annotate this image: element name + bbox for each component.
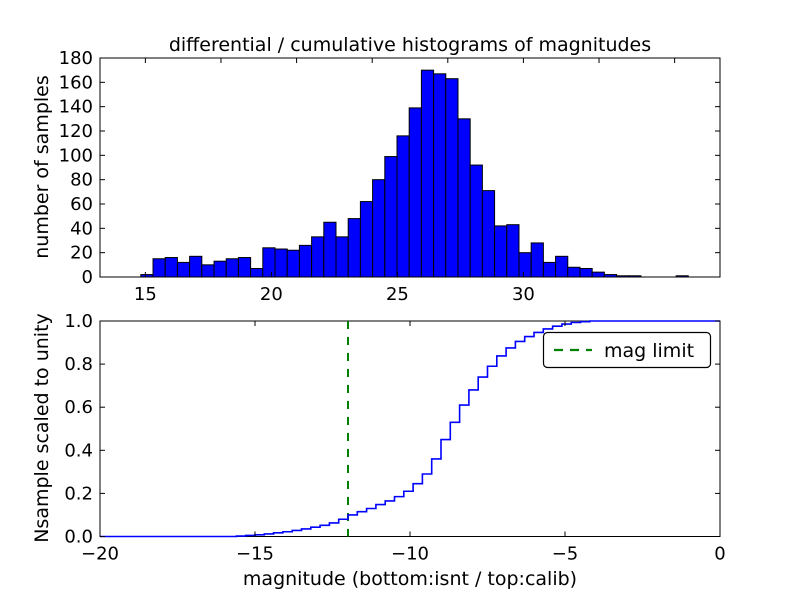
y-tick-label: 140	[59, 97, 93, 118]
y-tick-label: 160	[59, 72, 93, 93]
y-tick-label: 0	[82, 267, 93, 288]
histogram-bar	[189, 255, 203, 278]
x-axis-label: magnitude (bottom:isnt / top:calib)	[243, 568, 577, 590]
histogram-bar	[311, 236, 325, 278]
histogram-bar	[225, 258, 239, 278]
plot-title: differential / cumulative histograms of …	[169, 34, 651, 56]
histogram-bar	[237, 257, 252, 278]
y-tick-label: 100	[59, 145, 93, 166]
histogram-bar	[164, 257, 178, 278]
histogram-bar	[555, 255, 569, 278]
x-tick-label: 20	[260, 284, 283, 305]
histogram-bar	[359, 201, 374, 278]
histogram-bar	[250, 267, 264, 278]
y-tick-label: 0.4	[64, 440, 93, 461]
histogram-bar	[567, 266, 581, 278]
histogram-bar	[347, 218, 361, 278]
histogram-bar	[213, 260, 227, 278]
histogram-bar	[579, 267, 593, 278]
histogram-bar	[323, 221, 337, 278]
x-tick-label: 0	[714, 544, 725, 565]
histogram-bar	[408, 107, 422, 278]
histogram-bar	[286, 249, 300, 278]
axes-frame	[99, 57, 721, 278]
histogram-bar	[433, 73, 447, 278]
legend-label: mag limit	[604, 340, 694, 362]
histogram-bar	[262, 247, 276, 278]
histogram-bar	[542, 261, 557, 278]
bottom-cdf-plot: −20 −15 −10 −5 0 0.0 0.2 0.4 0.6 0.8 1.0	[64, 311, 725, 565]
histogram-bar	[518, 252, 532, 278]
histogram-bar	[445, 78, 459, 278]
histogram-bar	[335, 236, 349, 278]
histogram-bar	[298, 244, 313, 278]
y-tick-label: 0.0	[64, 527, 93, 548]
y-tick-label: 180	[59, 48, 93, 69]
top-histogram-plot: 15 20 25 30 0 20 40 60 80 100 120 140 160 180	[59, 48, 721, 305]
histogram-bar	[591, 271, 605, 278]
histogram-bar	[274, 248, 288, 278]
histogram-bar	[396, 135, 410, 278]
legend-box	[542, 331, 712, 369]
y-tick-label: 120	[59, 121, 93, 142]
x-tick-label: 25	[386, 284, 409, 305]
y-tick-label: 40	[70, 218, 93, 239]
histogram-bar	[201, 264, 215, 278]
top-y-axis-label: number of samples	[31, 75, 53, 259]
histogram-bar	[176, 261, 191, 278]
x-tick-label: −15	[236, 544, 274, 565]
cdf-curve	[100, 320, 720, 538]
y-tick-label: 0.6	[64, 397, 93, 418]
x-tick-label: −10	[391, 544, 429, 565]
histogram-bar	[469, 164, 483, 278]
histogram-bar	[372, 179, 386, 278]
legend: mag limit	[542, 331, 712, 369]
y-tick-label: 1.0	[64, 311, 93, 332]
x-tick-label: 30	[512, 284, 535, 305]
x-tick-label: −20	[81, 544, 119, 565]
y-tick-label: 20	[70, 243, 93, 264]
histogram-bar	[152, 258, 166, 278]
x-tick-label: 15	[134, 284, 157, 305]
histogram-bar	[457, 118, 471, 278]
histogram-bar	[420, 69, 435, 278]
y-tick-label: 80	[70, 170, 93, 191]
histogram-bar	[481, 190, 496, 278]
histogram-bars	[140, 69, 689, 278]
histogram-bar	[494, 225, 508, 278]
y-tick-label: 60	[70, 194, 93, 215]
bottom-y-axis-label: Nsample scaled to unity	[31, 313, 53, 543]
x-tick-label: −5	[552, 544, 579, 565]
histogram-bar	[384, 156, 398, 278]
histogram-bar	[506, 224, 520, 278]
y-tick-label: 0.8	[64, 354, 93, 375]
histogram-bar	[530, 242, 544, 278]
y-tick-label: 0.2	[64, 483, 93, 504]
